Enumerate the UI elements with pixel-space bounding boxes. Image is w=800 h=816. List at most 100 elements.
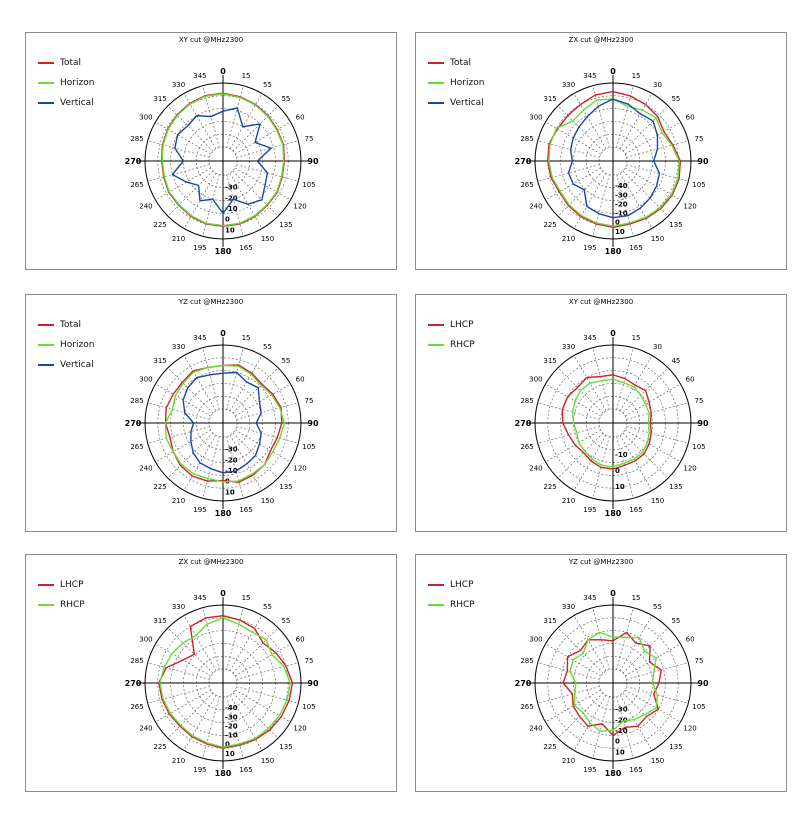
grid-spoke: [236, 426, 299, 444]
series-line-total: [164, 364, 283, 483]
grid-spoke: [232, 170, 279, 217]
grid-spoke: [202, 696, 220, 759]
angle-label: 345: [193, 334, 206, 342]
grid-spoke: [592, 347, 610, 410]
grid-spoke: [622, 692, 669, 739]
grid-spoke: [183, 93, 217, 150]
grid-spoke: [545, 429, 602, 463]
angle-label: 60: [686, 636, 695, 644]
angle-label: 55: [653, 603, 662, 611]
legend-label: Vertical: [60, 98, 94, 108]
grid-spoke: [155, 167, 212, 201]
legend: Total Horizon Vertical: [38, 53, 94, 113]
angle-label: 165: [629, 244, 642, 252]
angle-label: 150: [651, 235, 664, 243]
chart-title: XY cut @MHz2300: [568, 298, 634, 306]
angle-label: 90: [307, 679, 319, 688]
radial-label: -20: [225, 456, 238, 464]
legend-item-lhcp: LHCP: [38, 575, 85, 595]
grid-spoke: [557, 692, 604, 739]
legend-item-rhcp: RHCP: [38, 595, 85, 615]
angle-label: 15: [242, 594, 251, 602]
grid-spoke: [147, 686, 210, 704]
grid-spoke: [236, 662, 299, 680]
angle-label: 135: [669, 483, 682, 491]
angle-label: 330: [172, 81, 185, 89]
angle-label: 15: [632, 334, 641, 342]
angle-label: 225: [153, 221, 166, 229]
angle-label: 330: [172, 603, 185, 611]
radial-label: 10: [225, 226, 235, 234]
radial-label: 10: [615, 483, 625, 491]
radial-label: -20: [225, 194, 238, 202]
angle-label: 210: [562, 497, 575, 505]
grid-spoke: [592, 436, 610, 499]
grid-spoke: [619, 93, 653, 150]
angle-label: 0: [220, 329, 226, 338]
radial-label: 0: [225, 216, 230, 224]
angle-label: 60: [296, 114, 305, 122]
radial-label: -10: [615, 210, 628, 218]
legend-swatch: [428, 344, 444, 346]
legend: Total Horizon Vertical: [38, 315, 94, 375]
grid-spoke: [622, 170, 669, 217]
grid-spoke: [537, 686, 600, 704]
series-line-lhcp: [158, 614, 294, 749]
legend-swatch: [428, 62, 444, 64]
radial-label: 10: [225, 750, 235, 758]
angle-label: 315: [543, 617, 556, 625]
legend-item-horizon: Horizon: [428, 73, 484, 93]
legend-item-horizon: Horizon: [38, 73, 94, 93]
chart-panel-6: YZ cut @MHz2300 0 15 55 55 60 75 90 105 120 135 15…: [415, 554, 787, 792]
angle-label: 120: [683, 203, 696, 211]
angle-label: 330: [172, 343, 185, 351]
chart-panel-4: XY cut @MHz2300 0 15 30 45 60 75 90 105 120 135 15…: [415, 294, 787, 532]
angle-label: 240: [139, 203, 152, 211]
legend: Total Horizon Vertical: [428, 53, 484, 113]
angle-label: 55: [263, 81, 272, 89]
grid-spoke: [202, 347, 220, 410]
radial-label: -30: [225, 184, 238, 192]
grid-spoke: [592, 607, 610, 670]
legend-item-total: Total: [38, 315, 94, 335]
legend-label: Vertical: [450, 98, 484, 108]
grid-spoke: [624, 383, 681, 417]
grid-spoke: [232, 627, 279, 674]
radial-label: -10: [225, 467, 238, 475]
polar-plot: 0 15 55 55 60 75 90 105 120 135 150 165 180 195 210 225…: [515, 589, 709, 778]
grid-spoke: [155, 429, 212, 463]
angle-label: 105: [302, 703, 315, 711]
angle-label: 270: [515, 157, 532, 166]
grid-spoke: [167, 692, 214, 739]
angle-label: 240: [529, 725, 542, 733]
grid-spoke: [167, 432, 214, 479]
grid-spoke: [226, 85, 244, 148]
grid-spoke: [226, 347, 244, 410]
legend-swatch: [38, 364, 54, 366]
angle-label: 270: [125, 157, 142, 166]
angle-label: 265: [520, 181, 533, 189]
legend-label: RHCP: [60, 600, 85, 610]
grid-spoke: [622, 627, 669, 674]
angle-label: 265: [520, 443, 533, 451]
radial-label: 10: [615, 228, 625, 236]
grid-spoke: [622, 432, 669, 479]
radial-label: 0: [615, 219, 620, 227]
radial-label: -30: [615, 706, 628, 714]
radial-label: -30: [225, 446, 238, 454]
chart-title: XY cut @MHz2300: [178, 36, 244, 44]
grid-spoke: [147, 164, 210, 182]
chart-panel-5: ZX cut @MHz2300 0 15 55 55 60 75 90 105 120 135 15…: [25, 554, 397, 792]
radial-label: -20: [615, 200, 628, 208]
grid-spoke: [573, 93, 607, 150]
angle-label: 105: [692, 443, 705, 451]
angle-label: 330: [562, 81, 575, 89]
angle-label: 225: [153, 743, 166, 751]
radial-label: -10: [615, 727, 628, 735]
grid-spoke: [147, 402, 210, 420]
legend: LHCP RHCP: [38, 575, 85, 615]
legend-item-horizon: Horizon: [38, 335, 94, 355]
angle-label: 55: [671, 617, 680, 625]
angle-label: 120: [683, 465, 696, 473]
angle-label: 180: [215, 509, 232, 518]
